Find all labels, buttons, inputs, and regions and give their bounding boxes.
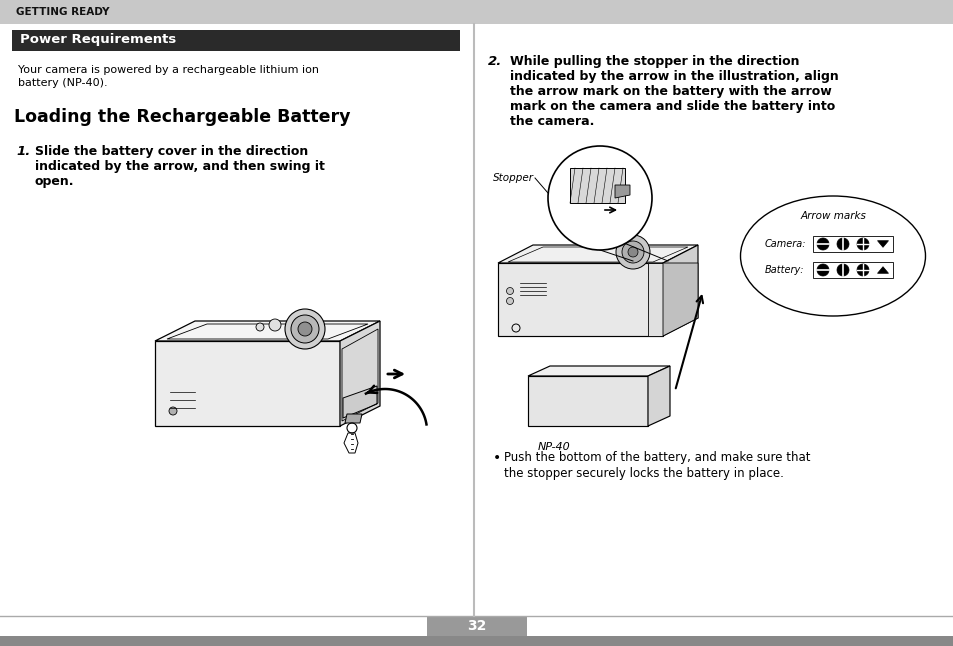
Circle shape bbox=[269, 319, 281, 331]
Text: mark on the camera and slide the battery into: mark on the camera and slide the battery… bbox=[510, 100, 835, 113]
Circle shape bbox=[856, 264, 868, 276]
Circle shape bbox=[255, 323, 264, 331]
Polygon shape bbox=[343, 386, 376, 418]
FancyBboxPatch shape bbox=[0, 0, 953, 24]
FancyBboxPatch shape bbox=[0, 636, 953, 646]
Circle shape bbox=[506, 298, 513, 304]
Circle shape bbox=[285, 309, 325, 349]
Text: indicated by the arrow, and then swing it: indicated by the arrow, and then swing i… bbox=[35, 160, 325, 173]
Polygon shape bbox=[154, 341, 339, 426]
Polygon shape bbox=[615, 185, 629, 198]
Circle shape bbox=[836, 238, 848, 250]
Circle shape bbox=[169, 407, 177, 415]
Polygon shape bbox=[647, 263, 662, 336]
Text: While pulling the stopper in the direction: While pulling the stopper in the directi… bbox=[510, 55, 799, 68]
Circle shape bbox=[816, 238, 828, 250]
Text: Power Requirements: Power Requirements bbox=[20, 34, 176, 47]
Text: battery (NP-40).: battery (NP-40). bbox=[18, 78, 108, 88]
Polygon shape bbox=[662, 245, 698, 336]
Text: Stopper: Stopper bbox=[493, 173, 534, 183]
Text: •: • bbox=[493, 451, 500, 465]
Ellipse shape bbox=[740, 196, 924, 316]
Polygon shape bbox=[877, 241, 887, 247]
Text: Camera:: Camera: bbox=[764, 239, 805, 249]
Circle shape bbox=[506, 287, 513, 295]
Circle shape bbox=[291, 315, 318, 343]
Text: Arrow marks: Arrow marks bbox=[800, 211, 865, 221]
FancyBboxPatch shape bbox=[427, 616, 526, 636]
Circle shape bbox=[627, 247, 638, 257]
Polygon shape bbox=[877, 267, 887, 273]
Polygon shape bbox=[527, 366, 669, 376]
Text: the camera.: the camera. bbox=[510, 115, 594, 128]
FancyBboxPatch shape bbox=[569, 168, 624, 203]
Circle shape bbox=[547, 146, 651, 250]
Circle shape bbox=[816, 264, 828, 276]
Circle shape bbox=[856, 238, 868, 250]
Polygon shape bbox=[497, 245, 698, 263]
Text: 2.: 2. bbox=[488, 55, 501, 68]
Polygon shape bbox=[339, 321, 379, 426]
Polygon shape bbox=[647, 366, 669, 426]
Text: Push the bottom of the battery, and make sure that: Push the bottom of the battery, and make… bbox=[503, 451, 810, 464]
Text: the arrow mark on the battery with the arrow: the arrow mark on the battery with the a… bbox=[510, 85, 831, 98]
Polygon shape bbox=[662, 263, 698, 336]
Polygon shape bbox=[154, 321, 379, 341]
Text: 1.: 1. bbox=[16, 145, 30, 158]
Circle shape bbox=[616, 235, 649, 269]
Text: Loading the Rechargeable Battery: Loading the Rechargeable Battery bbox=[14, 108, 350, 126]
Text: 32: 32 bbox=[467, 619, 486, 633]
Polygon shape bbox=[527, 376, 647, 426]
Text: indicated by the arrow in the illustration, align: indicated by the arrow in the illustrati… bbox=[510, 70, 838, 83]
Text: Battery:: Battery: bbox=[764, 265, 803, 275]
Polygon shape bbox=[345, 414, 361, 423]
Circle shape bbox=[621, 241, 643, 263]
FancyBboxPatch shape bbox=[12, 30, 459, 51]
Text: the stopper securely locks the battery in place.: the stopper securely locks the battery i… bbox=[503, 467, 783, 480]
Text: Your camera is powered by a rechargeable lithium ion: Your camera is powered by a rechargeable… bbox=[18, 65, 318, 75]
Text: GETTING READY: GETTING READY bbox=[16, 7, 110, 17]
Polygon shape bbox=[497, 263, 662, 336]
Text: Slide the battery cover in the direction: Slide the battery cover in the direction bbox=[35, 145, 308, 158]
Circle shape bbox=[297, 322, 312, 336]
Text: NP-40: NP-40 bbox=[537, 442, 570, 452]
Text: open.: open. bbox=[35, 175, 74, 188]
Circle shape bbox=[836, 264, 848, 276]
